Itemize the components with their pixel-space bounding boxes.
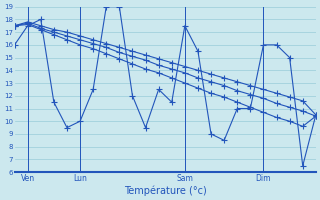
X-axis label: Température (°c): Température (°c) xyxy=(124,185,207,196)
